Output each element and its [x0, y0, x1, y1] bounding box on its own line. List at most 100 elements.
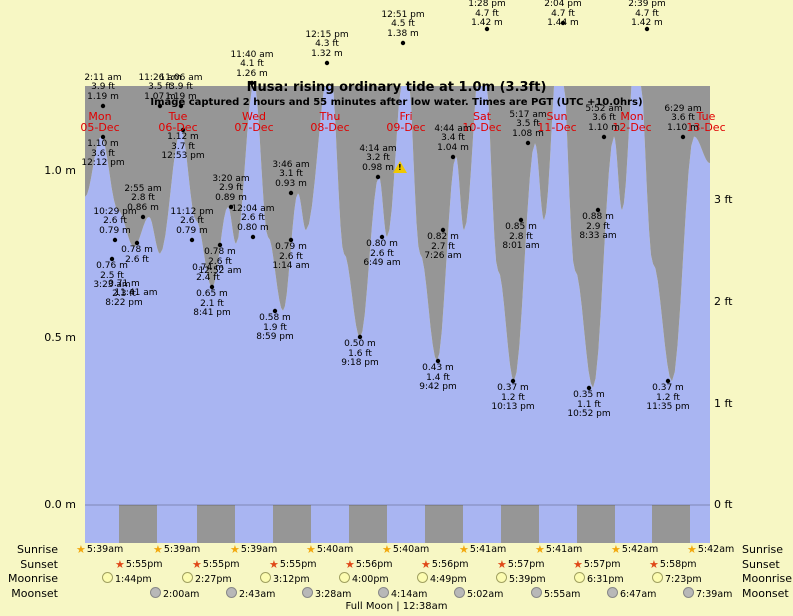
tide-annotation: 11:41 am — [114, 288, 158, 298]
annotation-dot — [435, 358, 441, 364]
tide-annotation: 1.10 m 3.6 ft 12:12 pm — [81, 139, 125, 168]
sunrise-time: 5:42am — [621, 544, 659, 555]
moonrise-entry: 4:00pm — [339, 572, 389, 585]
sunset-time: 5:58pm — [659, 559, 697, 570]
tide-annotation: 0.88 m 2.9 ft 8:33 am — [579, 212, 617, 241]
water-area — [85, 86, 710, 543]
sunset-star-icon: ★ — [649, 558, 659, 571]
annotation-dot — [665, 378, 671, 384]
annotation-dot — [157, 103, 163, 109]
moonset-label-right: Moonset — [742, 587, 789, 600]
sunset-entry: ★5:57pm — [497, 558, 545, 571]
moonrise-time: 6:31pm — [587, 574, 624, 585]
sunrise-entry: ★5:39am — [230, 543, 277, 556]
annotation-dot — [228, 204, 234, 210]
moonset-circle-icon — [607, 587, 618, 598]
moonset-time: 4:14am — [391, 589, 428, 600]
annotation-dot — [109, 256, 115, 262]
annotation-dot — [400, 40, 406, 46]
tide-annotation: 11:26 am 3.5 ft 1.07 m — [138, 72, 182, 102]
sunset-time: 5:55pm — [279, 559, 317, 570]
day-name: Mon — [88, 110, 112, 123]
axis-label-right: 2 ft — [714, 295, 733, 308]
sunrise-star-icon: ★ — [687, 543, 697, 556]
day-name: Tue — [168, 110, 188, 123]
sunset-time: 5:56pm — [431, 559, 469, 570]
night-band — [273, 505, 311, 543]
chart-subtitle: Image captured 2 hours and 55 minutes af… — [150, 97, 643, 108]
tide-plot — [85, 20, 710, 543]
moonrise-time: 2:27pm — [195, 574, 232, 585]
annotation-dot — [357, 334, 363, 340]
tide-annotation: 12:15 pm 4.3 ft 1.32 m — [305, 29, 349, 59]
annotation-dot — [288, 237, 294, 243]
moonrise-entry: 6:31pm — [574, 572, 624, 585]
moonrise-circle-icon — [260, 572, 271, 583]
moonrise-label-left: Moonrise — [8, 572, 58, 585]
tide-annotation: 0.79 m 2.6 ft 1:14 am — [272, 242, 310, 271]
tide-annotation: 4:44 am 3.4 ft 1.04 m — [434, 123, 472, 153]
annotation-dot — [209, 284, 215, 290]
tide-annotation: 0.78 m 2.6 ft — [121, 245, 153, 265]
moonset-circle-icon — [454, 587, 465, 598]
tide-annotation: 0.74 m 2.4 ft — [192, 263, 224, 283]
moonset-time: 7:39am — [696, 589, 733, 600]
sunrise-time: 5:39am — [86, 544, 124, 555]
sunset-time: 5:56pm — [355, 559, 393, 570]
tide-annotation: 6:29 am 3.6 ft 1.10 m — [664, 103, 702, 133]
tide-annotation: 2:39 pm 4.7 ft 1.42 m — [628, 0, 666, 28]
tide-annotation: 0.35 m 1.1 ft 10:52 pm — [567, 390, 611, 419]
sunset-star-icon: ★ — [421, 558, 431, 571]
moonrise-circle-icon — [182, 572, 193, 583]
moonset-time: 5:55am — [544, 589, 581, 600]
sunset-entry: ★5:56pm — [421, 558, 469, 571]
sunrise-label-left: Sunrise — [16, 543, 58, 556]
sunrise-time: 5:42am — [697, 544, 735, 555]
moonset-circle-icon — [683, 587, 694, 598]
day-name: Tue — [696, 110, 716, 123]
tide-annotation: 0.65 m 2.1 ft 8:41 pm — [193, 289, 231, 318]
sunset-entry: ★5:55pm — [269, 558, 317, 571]
day-date: 07-Dec — [234, 121, 274, 134]
annotation-dot — [525, 140, 531, 146]
moonrise-time: 4:49pm — [430, 574, 467, 585]
tide-annotation: 1:28 pm 4.7 ft 1.42 m — [468, 0, 506, 28]
warning-icon: ! — [393, 161, 407, 173]
warning-symbol: ! — [398, 163, 402, 172]
tide-annotation: 12:04 am 2.6 ft 0.80 m — [231, 203, 275, 233]
annotation-dot — [375, 174, 381, 180]
sunset-time: 5:57pm — [507, 559, 545, 570]
annotation-dot — [178, 103, 184, 109]
annotation-dot — [379, 234, 385, 240]
tide-annotation: 3:20 am 2.9 ft 0.89 m — [212, 173, 250, 203]
sunset-label-left: Sunset — [20, 558, 58, 571]
sunset-entry: ★5:55pm — [192, 558, 240, 571]
sunset-entry: ★5:56pm — [345, 558, 393, 571]
day-label: Wed 07-Dec — [234, 111, 273, 133]
sunrise-entry: ★5:41am — [459, 543, 506, 556]
night-band — [501, 505, 539, 543]
sunrise-time: 5:40am — [316, 544, 354, 555]
day-date: 08-Dec — [310, 121, 350, 134]
axis-label-right: 1 ft — [714, 397, 733, 410]
tide-annotation: 11:12 pm 2.6 ft 0.79 m — [170, 206, 214, 236]
moonset-time: 2:00am — [163, 589, 200, 600]
moonset-entry: 3:28am — [302, 587, 351, 600]
sunrise-entry: ★5:42am — [611, 543, 658, 556]
moonset-circle-icon — [150, 587, 161, 598]
sunset-star-icon: ★ — [497, 558, 507, 571]
moonrise-entry: 3:12pm — [260, 572, 310, 585]
sunset-time: 5:55pm — [125, 559, 163, 570]
tide-annotation: 5:17 am 3.5 ft 1.08 m — [509, 109, 547, 139]
axis-label-left: 1.0 m — [44, 164, 76, 177]
sunrise-time: 5:39am — [163, 544, 201, 555]
sunrise-star-icon: ★ — [611, 543, 621, 556]
moonset-circle-icon — [378, 587, 389, 598]
day-date: 11-Dec — [537, 121, 577, 134]
moonrise-circle-icon — [652, 572, 663, 583]
moonset-circle-icon — [531, 587, 542, 598]
moonset-time: 5:02am — [467, 589, 504, 600]
tide-annotation: 0.43 m 1.4 ft 9:42 pm — [419, 363, 457, 392]
annotation-dot — [586, 385, 592, 391]
